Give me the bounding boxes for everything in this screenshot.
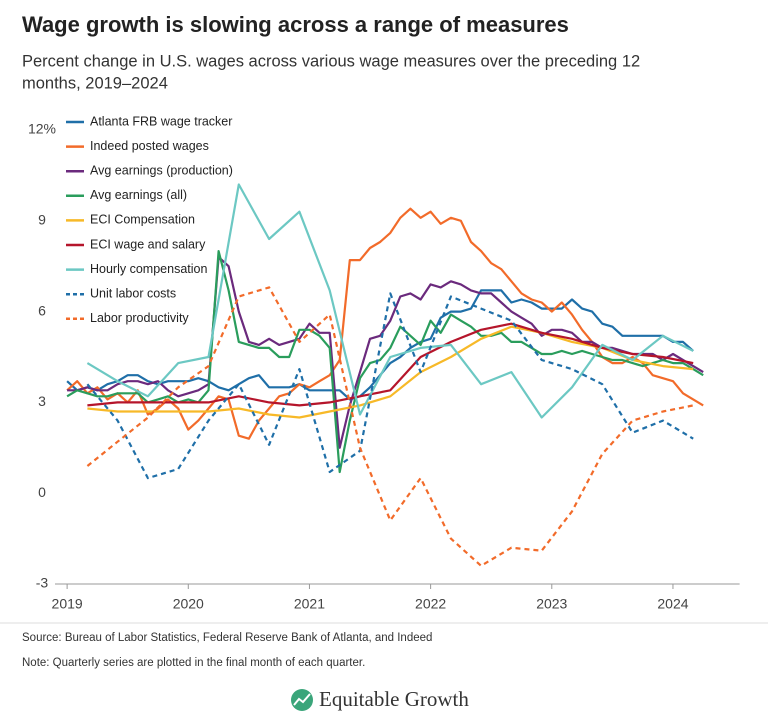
series-line — [87, 322, 694, 407]
legend-item: Unit labor costs — [66, 286, 176, 300]
y-tick-label: 6 — [38, 302, 46, 318]
legend-item: ECI Compensation — [66, 213, 195, 227]
legend-label: Avg earnings (production) — [90, 163, 233, 177]
x-tick-label: 2021 — [294, 596, 325, 612]
x-tick-label: 2020 — [173, 596, 204, 612]
legend-label: Hourly compensation — [90, 262, 207, 276]
series-line — [87, 325, 694, 419]
chart-subtitle: Percent change in U.S. wages across vari… — [22, 52, 640, 70]
legend-label: Unit labor costs — [90, 286, 176, 300]
legend: Atlanta FRB wage tracker Indeed posted wa… — [66, 114, 233, 325]
legend-item: Avg earnings (production) — [66, 163, 233, 177]
source-note: Source: Bureau of Labor Statistics, Fede… — [22, 632, 432, 644]
legend-label: ECI wage and salary — [90, 237, 206, 251]
legend-label: ECI Compensation — [90, 213, 195, 227]
x-tick-label: 2024 — [657, 596, 688, 612]
footnote: Note: Quarterly series are plotted in th… — [22, 657, 365, 669]
series-line — [66, 250, 704, 474]
brand-logo: Equitable Growth — [291, 687, 469, 711]
legend-item: Hourly compensation — [66, 262, 207, 276]
x-tick-label: 2019 — [52, 596, 83, 612]
logo-arrow — [293, 693, 311, 706]
logo-icon — [291, 689, 313, 711]
legend-item: Labor productivity — [66, 311, 189, 325]
legend-item: Indeed posted wages — [66, 139, 209, 153]
y-tick-label: 12% — [28, 121, 56, 137]
y-tick-label: 0 — [38, 484, 46, 500]
brand-name: Equitable Growth — [319, 687, 469, 711]
chart-subtitle: months, 2019–2024 — [22, 74, 168, 92]
chart-title: Wage growth is slowing across a range of… — [22, 12, 569, 37]
legend-label: Labor productivity — [90, 311, 189, 325]
y-tick-label: 9 — [38, 212, 46, 228]
x-tick-label: 2023 — [536, 596, 567, 612]
x-tick-label: 2022 — [415, 596, 446, 612]
y-tick-label: 3 — [38, 393, 46, 409]
series-line — [86, 292, 694, 480]
legend-label: Atlanta FRB wage tracker — [90, 114, 232, 128]
series-line — [66, 207, 704, 440]
series-line — [86, 286, 694, 567]
legend-item: ECI wage and salary — [66, 237, 206, 251]
y-tick-label: -3 — [36, 575, 49, 591]
legend-item: Avg earnings (all) — [66, 188, 187, 202]
series-line — [86, 183, 694, 419]
legend-label: Avg earnings (all) — [90, 188, 187, 202]
legend-item: Atlanta FRB wage tracker — [66, 114, 232, 128]
legend-label: Indeed posted wages — [90, 139, 209, 153]
